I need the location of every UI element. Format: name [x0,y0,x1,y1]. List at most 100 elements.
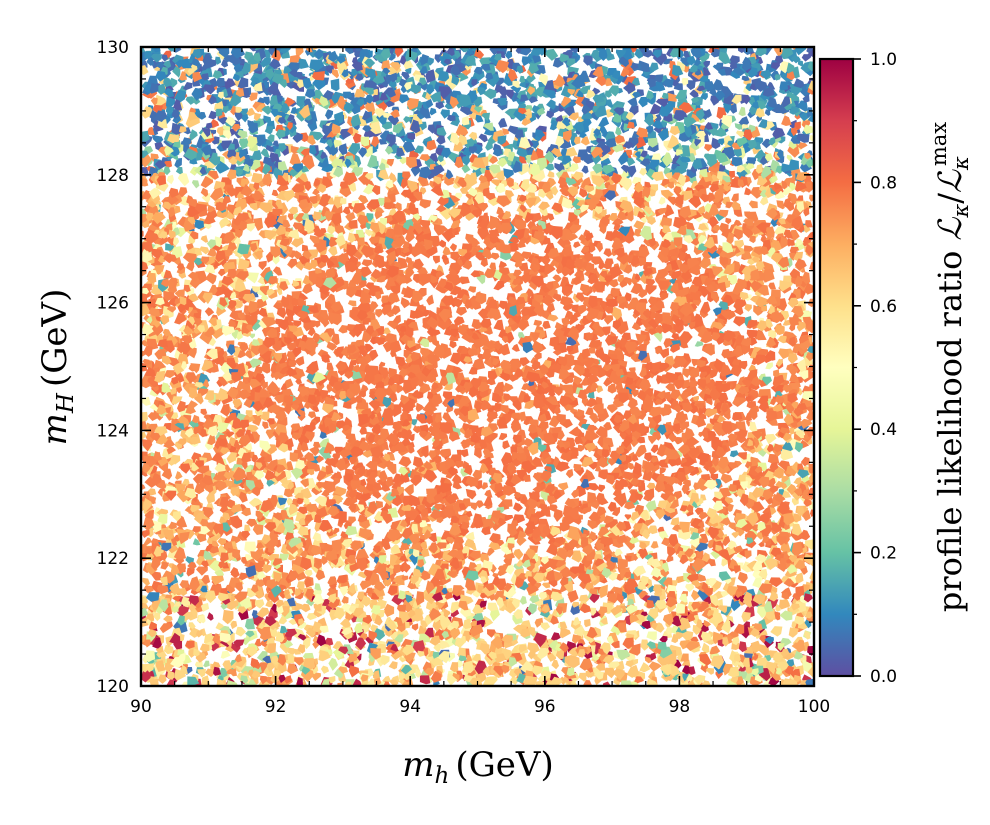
data-point [338,325,348,334]
data-point [557,482,569,491]
data-point [551,659,559,670]
data-point [741,75,750,82]
data-point [352,678,363,686]
data-point [770,341,779,349]
data-point [175,471,183,480]
data-point [361,259,373,267]
data-point [342,206,351,215]
data-point [400,297,411,309]
data-point [694,507,704,516]
data-point [802,510,811,522]
data-point [646,482,656,491]
data-point [753,137,764,145]
data-point [552,274,562,283]
data-point [265,429,276,440]
data-point [487,629,497,638]
data-point [808,501,814,510]
data-point [179,71,187,81]
data-point [308,249,319,260]
data-point [616,321,629,335]
data-point [770,384,784,394]
data-point [355,548,370,560]
data-point [558,335,568,345]
data-point [151,59,161,69]
data-point [767,453,780,464]
data-point [523,416,535,426]
data-point [388,52,396,61]
data-point [525,182,538,195]
data-point [725,217,732,225]
data-point [391,675,400,684]
data-point [276,287,283,296]
data-point [253,250,263,261]
data-point [325,465,334,475]
plot-area [141,47,814,686]
data-point [805,220,813,228]
data-point [362,183,375,195]
data-point [370,624,378,634]
data-point [580,136,590,146]
data-point [640,639,650,651]
data-point [680,455,696,469]
data-point [549,336,560,348]
data-point [269,57,281,70]
data-point [584,619,591,628]
data-point [681,659,691,667]
data-point [271,145,281,153]
data-point [163,160,173,169]
data-point [562,451,575,463]
data-point [221,59,229,68]
data-point [230,568,240,579]
data-point [312,416,321,424]
data-point [207,247,217,257]
data-point [255,510,263,521]
data-point [461,164,471,174]
data-point [153,612,161,622]
data-point [358,194,369,205]
data-point [496,206,504,216]
data-point [406,97,419,111]
data-point [141,421,147,430]
data-point [610,229,624,241]
data-point [177,172,190,187]
data-point [667,92,677,104]
data-point [596,385,604,393]
data-point [738,106,746,117]
data-point [733,316,746,327]
data-point [246,518,258,527]
data-point [489,47,500,56]
data-point [541,214,549,221]
data-point [142,577,150,586]
data-point [693,395,699,402]
data-point [304,569,313,578]
data-point [311,485,323,496]
data-point [300,180,312,192]
data-point [195,134,211,150]
data-point [787,192,798,205]
data-point [304,577,312,588]
data-point [455,124,469,139]
data-point [306,613,317,621]
data-point [542,582,551,589]
data-point [312,332,321,343]
data-point [731,193,739,203]
data-point [151,571,163,581]
data-point [611,217,624,226]
data-point [768,282,777,290]
data-point [143,537,153,546]
data-point [526,74,536,84]
data-point [148,423,159,435]
data-point [375,500,383,509]
data-point [386,159,395,167]
data-point [365,102,376,116]
data-point [572,156,581,164]
data-point [809,194,814,202]
data-point [697,574,707,582]
data-point [296,622,307,629]
data-point [163,644,174,655]
data-point [183,82,193,91]
data-point [645,284,657,295]
data-point [578,594,590,604]
scatter-points [141,47,814,686]
